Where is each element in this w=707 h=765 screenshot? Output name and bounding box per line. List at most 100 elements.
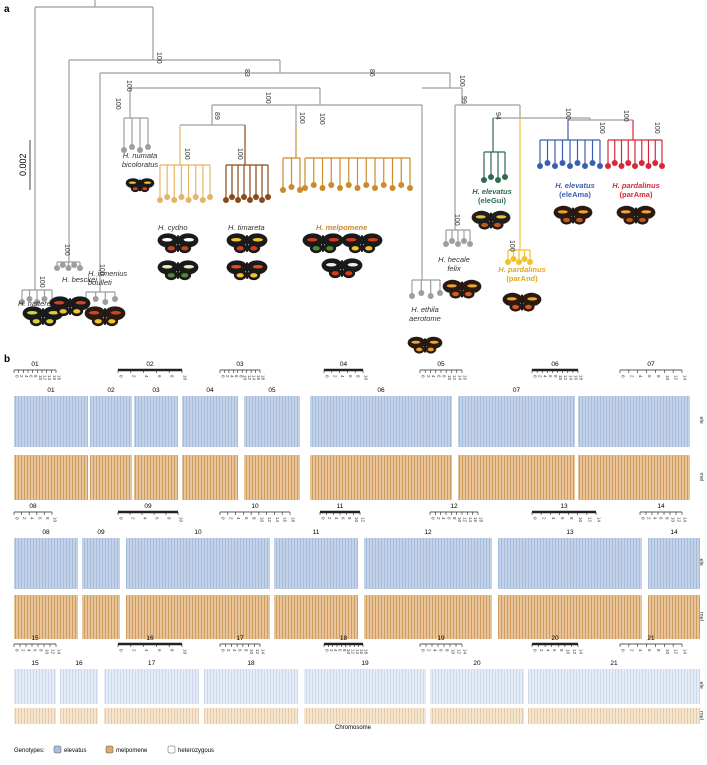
scale-tick-label: 8 <box>39 649 44 652</box>
tip-node <box>510 256 517 262</box>
chromosome-label: 09 <box>97 529 105 536</box>
scale-tick-label: 16 <box>463 375 468 381</box>
scale-tick-label: 10 <box>451 649 456 655</box>
scale-tick-label: 2 <box>538 375 543 378</box>
scale-tick-label: 8 <box>347 517 352 520</box>
bootstrap-value: 100 <box>458 75 465 87</box>
butterfly-image <box>157 233 199 254</box>
chromosome-label: 01 <box>47 387 55 394</box>
taxon-label: H. elevatus (eleGui) <box>472 187 512 205</box>
elevatus-track <box>14 538 78 589</box>
scale-tick-label: 16 <box>573 375 578 381</box>
scale-chromosome-label: 12 <box>450 503 458 510</box>
melpomene-track <box>648 595 700 639</box>
scale-tick-label: 8 <box>342 649 347 652</box>
bootstrap-value: 100 <box>508 240 515 252</box>
tip-node <box>380 182 387 188</box>
scale-tick-label: 18 <box>57 375 62 381</box>
scale-tick-label: 8 <box>442 375 447 378</box>
chromosome-scale: 20 0 2 4 6 8 10 12 14 <box>531 635 584 655</box>
scale-tick-label: 2 <box>327 517 332 520</box>
melpomene-track <box>182 455 238 500</box>
scale-tick-label: 0 <box>325 375 330 378</box>
tip-node <box>605 163 611 169</box>
scale-tick-label: 12 <box>247 375 252 381</box>
scale-tick-label: 0 <box>119 375 124 378</box>
bootstrap-value: 89 <box>213 112 220 120</box>
scale-tick-label: 12 <box>255 649 260 655</box>
scale-tick-label: 6 <box>552 649 557 652</box>
scale-tick-label: 2 <box>539 649 544 652</box>
tip-node <box>319 185 326 191</box>
scale-tick-label: 18 <box>261 375 266 381</box>
scale-tick-label: 14 <box>463 649 468 655</box>
butterfly-image <box>157 260 199 281</box>
legend-swatch <box>105 745 114 754</box>
scale-tick-label: 10 <box>665 649 670 655</box>
row-label-mel: mel <box>698 612 704 621</box>
scale-tick-label: 6 <box>33 649 38 652</box>
elevatus-track <box>304 669 426 704</box>
scale-tick-label: 14 <box>683 649 688 655</box>
scale-tick-label: 14 <box>457 375 462 381</box>
melpomene-track <box>244 455 300 500</box>
melpomene-track <box>430 708 524 724</box>
tip-node <box>488 174 494 180</box>
butterfly-image <box>302 233 344 254</box>
clade <box>157 164 213 203</box>
butterfly-image <box>407 336 443 354</box>
chromosome-label: 21 <box>610 660 618 667</box>
scale-tick-label: 2 <box>21 649 26 652</box>
elevatus-track <box>430 669 524 704</box>
scale-tick-label: 4 <box>27 649 32 652</box>
genotype-block: 07 <box>458 387 575 500</box>
taxon-label: H. hecale felix <box>438 255 470 273</box>
scale-tick-label: 0 <box>119 649 124 652</box>
row-label-mel: mel <box>698 711 704 720</box>
scale-tick-label: 4 <box>653 517 658 520</box>
tip-node <box>54 265 60 271</box>
tip-node <box>259 197 265 203</box>
chromosome-label: 14 <box>670 529 678 536</box>
scale-tick-label: 0 <box>621 649 626 652</box>
tip-node <box>559 160 566 166</box>
tip-node <box>223 197 229 203</box>
scale-tick-label: 8 <box>167 517 172 520</box>
tip-node <box>337 185 343 191</box>
scale-chromosome-label: 13 <box>560 503 568 510</box>
bootstrap-value: 100 <box>453 214 460 226</box>
tip-node <box>71 262 78 268</box>
elevatus-track <box>182 396 238 447</box>
taxon-label: H. besckei <box>62 275 97 284</box>
scale-chromosome-label: 14 <box>657 503 665 510</box>
scale-tick-label: 2 <box>225 375 230 378</box>
tip-node <box>102 299 109 305</box>
scale-tick-label: 14 <box>468 517 473 523</box>
melpomene-track <box>126 595 270 639</box>
scale-tick-label: 2 <box>436 517 441 520</box>
tip-node <box>495 177 501 183</box>
row-label-mel: mel <box>698 473 704 482</box>
scale-tick-label: 4 <box>232 649 237 652</box>
bootstrap-value: 86 <box>368 69 375 77</box>
tip-node <box>574 160 581 166</box>
scale-tick-label: 2 <box>542 517 547 520</box>
scale-tick-label: 6 <box>338 649 343 652</box>
scale-tick-label: 12 <box>563 375 568 381</box>
scale-tick-label: 4 <box>638 375 643 378</box>
butterfly-image <box>442 279 482 299</box>
elevatus-track <box>244 396 300 447</box>
chromosome-label: 11 <box>313 529 320 536</box>
genotype-block: 08 <box>14 529 78 639</box>
scale-tick-label: 10 <box>364 375 369 381</box>
scale-tick-label: 12 <box>463 517 468 523</box>
scale-tick-label: 6 <box>157 375 162 378</box>
tip-node <box>207 194 213 200</box>
butterfly-image <box>616 205 656 225</box>
scale-tick-label: 4 <box>144 375 149 378</box>
scale-tick-label: 12 <box>572 649 577 655</box>
chromosome-label: 08 <box>42 529 50 536</box>
legend-item: heterozygous <box>167 745 214 754</box>
chromosome-scale: 19 0 2 4 6 8 10 12 14 <box>419 635 468 655</box>
